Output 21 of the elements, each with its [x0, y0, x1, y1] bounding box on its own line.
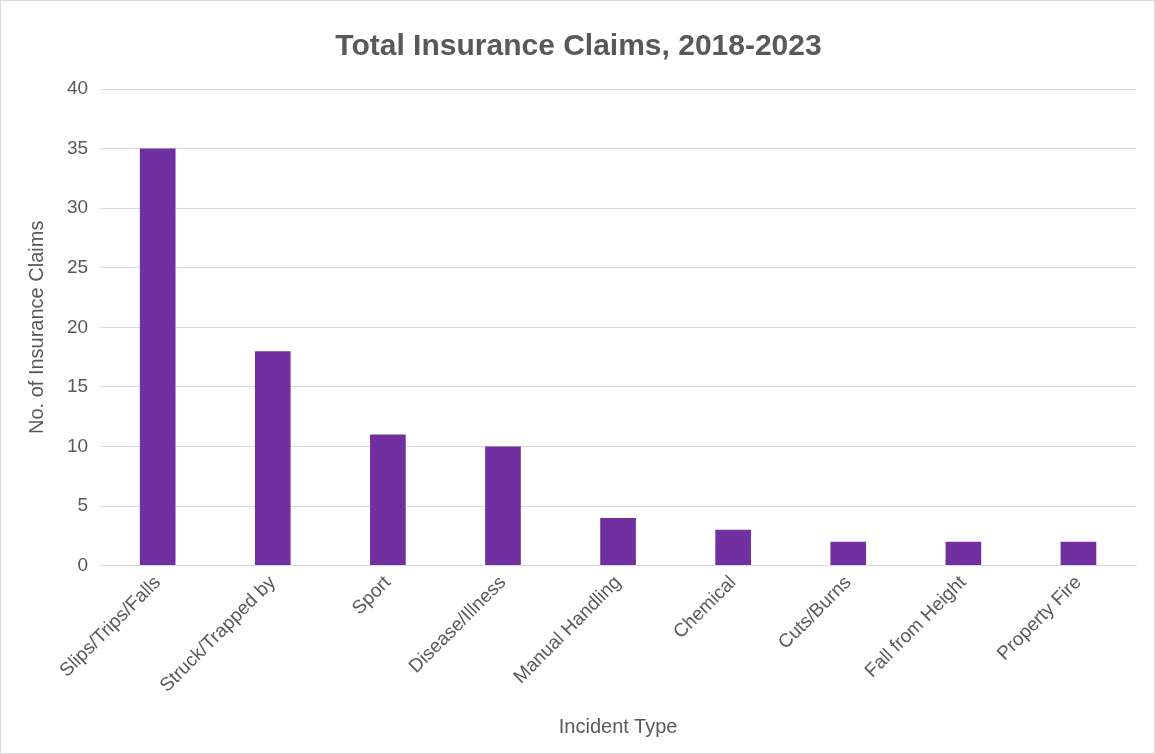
bar — [139, 148, 176, 566]
bar — [600, 517, 636, 566]
y-tick-label: 15 — [66, 375, 89, 397]
bar — [715, 529, 751, 566]
y-tick-label: 20 — [66, 315, 89, 337]
bar — [485, 446, 521, 566]
bar — [830, 541, 867, 566]
y-tick-label: 0 — [77, 553, 89, 575]
x-axis-title: Incident Type — [558, 714, 678, 737]
bar — [254, 351, 291, 566]
y-tick-label: 5 — [77, 494, 89, 516]
bar — [370, 434, 406, 566]
y-tick-label: 40 — [66, 77, 89, 99]
y-tick-label: 30 — [66, 196, 89, 218]
y-tick-label: 10 — [66, 434, 89, 456]
y-tick-label: 35 — [66, 136, 89, 158]
bar — [1060, 541, 1097, 566]
bar — [945, 541, 982, 566]
chart-title: Total Insurance Claims, 2018-2023 — [335, 28, 822, 62]
y-axis-title: No. of Insurance Claims — [24, 220, 47, 435]
y-tick-label: 25 — [66, 255, 89, 277]
